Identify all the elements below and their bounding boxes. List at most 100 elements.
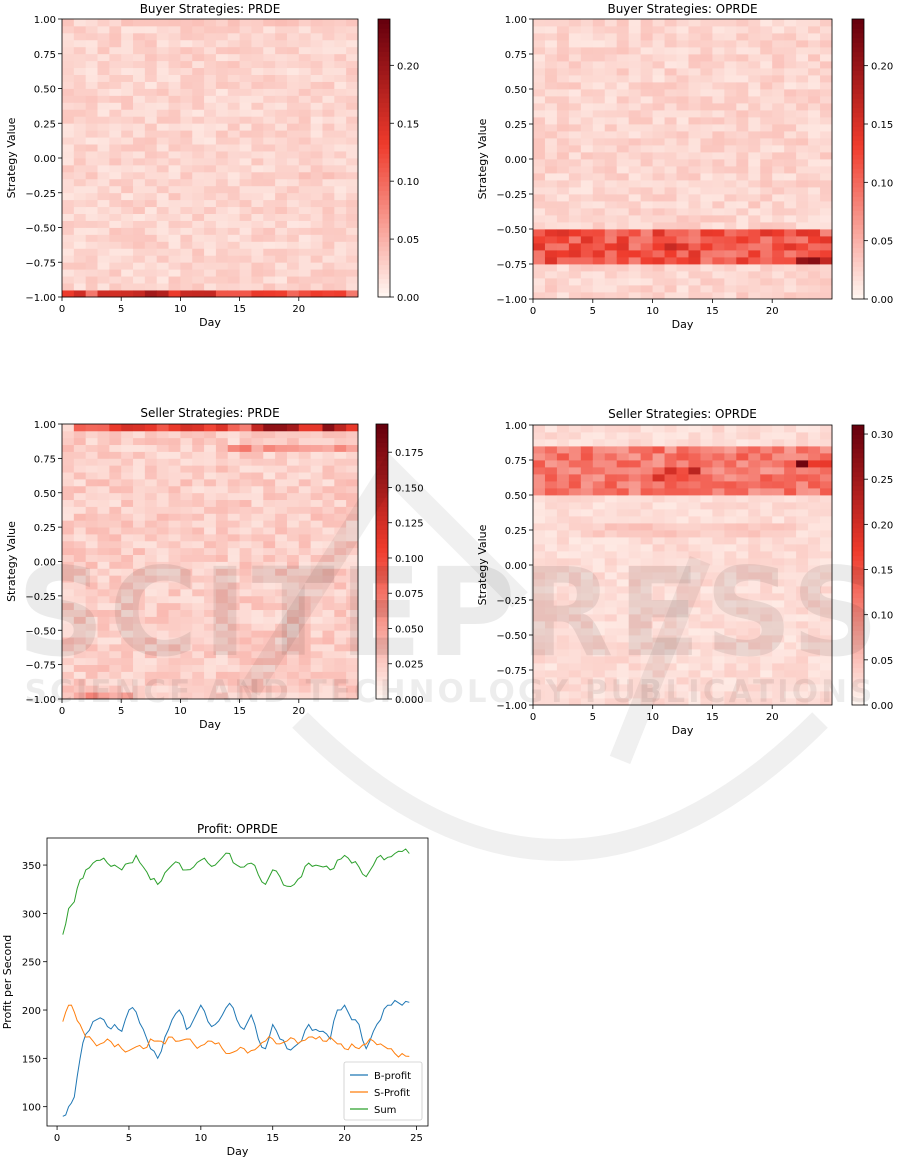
heatmap-cell [251,67,264,75]
heatmap-cell [772,586,785,594]
heatmap-cell [310,116,323,124]
heatmap-cell [748,292,761,300]
colorbar-step [376,639,388,645]
heatmap-cell [784,243,797,251]
heatmap-cell [227,220,240,228]
heatmap-cell [616,201,630,209]
heatmap-cell [275,60,288,69]
heatmap-cell [263,492,276,501]
chart-title: Seller Strategies: PRDE [140,406,279,420]
heatmap-cell [239,171,252,180]
heatmap-cell [748,628,761,636]
heatmap-cell [604,621,618,629]
heatmap-cell [796,26,809,34]
heatmap-cell [85,465,98,473]
heatmap-cell [784,572,797,580]
heatmap-cell [628,250,642,258]
heatmap-cell [592,607,606,615]
heatmap-cell [168,109,181,117]
heatmap-cell [604,572,618,580]
heatmap-cell [227,451,240,459]
heatmap-cell [334,60,347,69]
heatmap-cell [62,234,75,242]
heatmap-cell [144,465,158,473]
heatmap-cell [652,187,665,195]
heatmap-cell [568,166,582,174]
heatmap-cell [275,178,288,187]
heatmap-cell [180,262,193,270]
heatmap-cell [322,95,335,103]
heatmap-cell [334,444,347,452]
heatmap-cell [556,110,570,118]
heatmap-cell [568,145,582,153]
heatmap-cell [251,513,264,521]
y-tick-label: −0.25 [25,592,56,603]
heatmap-cell [676,89,689,97]
heatmap-cell [275,192,288,201]
heatmap-cell [121,151,134,159]
heatmap-cell [760,460,773,468]
heatmap-cell [808,677,821,685]
heatmap-cell [156,116,169,124]
heatmap-cell [700,516,713,524]
heatmap-cell [109,485,122,494]
heatmap-cell [144,609,158,617]
heatmap-cell [133,206,146,214]
heatmap-cell [263,88,276,96]
heatmap-cell [97,623,110,631]
heatmap-cell [73,88,87,96]
heatmap-cell [121,458,134,466]
heatmap-cell [62,561,75,569]
heatmap-cell [533,89,546,97]
heatmap-cell [760,628,773,636]
heatmap-cell [85,623,98,631]
heatmap-cell [62,527,75,535]
heatmap-cell [760,586,773,594]
heatmap-cell [556,159,570,167]
heatmap-cell [133,137,146,145]
heatmap-cell [239,630,252,638]
heatmap-cell [251,575,264,583]
heatmap-cell [310,39,323,48]
heatmap-cell [168,465,181,473]
heatmap-cell [121,123,134,131]
heatmap-cell [275,144,288,152]
heatmap-cell [97,458,110,466]
heatmap-cell [192,430,205,439]
heatmap-cell [121,685,134,693]
colorbar-step [852,700,864,706]
heatmap-cell [736,89,749,97]
heatmap-cell [772,131,785,139]
heatmap-cell [215,479,229,487]
heatmap-cell [640,635,653,643]
y-axis-label: Strategy Value [476,118,489,199]
heatmap-cell [298,527,312,535]
heatmap-cell [580,642,594,650]
heatmap-cell [180,499,193,507]
heatmap-cell [227,554,240,562]
heatmap-cell [121,25,134,34]
heatmap-cell [109,458,122,466]
heatmap-cell [712,670,725,678]
heatmap-cell [192,227,205,235]
heatmap-cell [592,502,606,510]
heatmap-cell [109,664,122,672]
heatmap-cell [286,506,300,514]
heatmap-cell [736,656,749,664]
heatmap-cell [724,495,737,503]
heatmap-cell [215,206,229,214]
heatmap-cell [628,257,642,265]
heatmap-cell [736,460,749,468]
heatmap-cell [215,248,229,256]
heatmap-cell [592,537,606,545]
heatmap-cell [820,579,833,587]
heatmap-cell [322,206,335,214]
heatmap-cell [568,54,582,62]
colorbar-step [376,680,388,686]
heatmap-cell [760,131,773,139]
heatmap-cell [109,95,122,103]
colorbar-step [378,28,390,34]
heatmap-cell [820,173,833,181]
heatmap-cell [604,544,618,552]
heatmap-cell [568,677,582,685]
